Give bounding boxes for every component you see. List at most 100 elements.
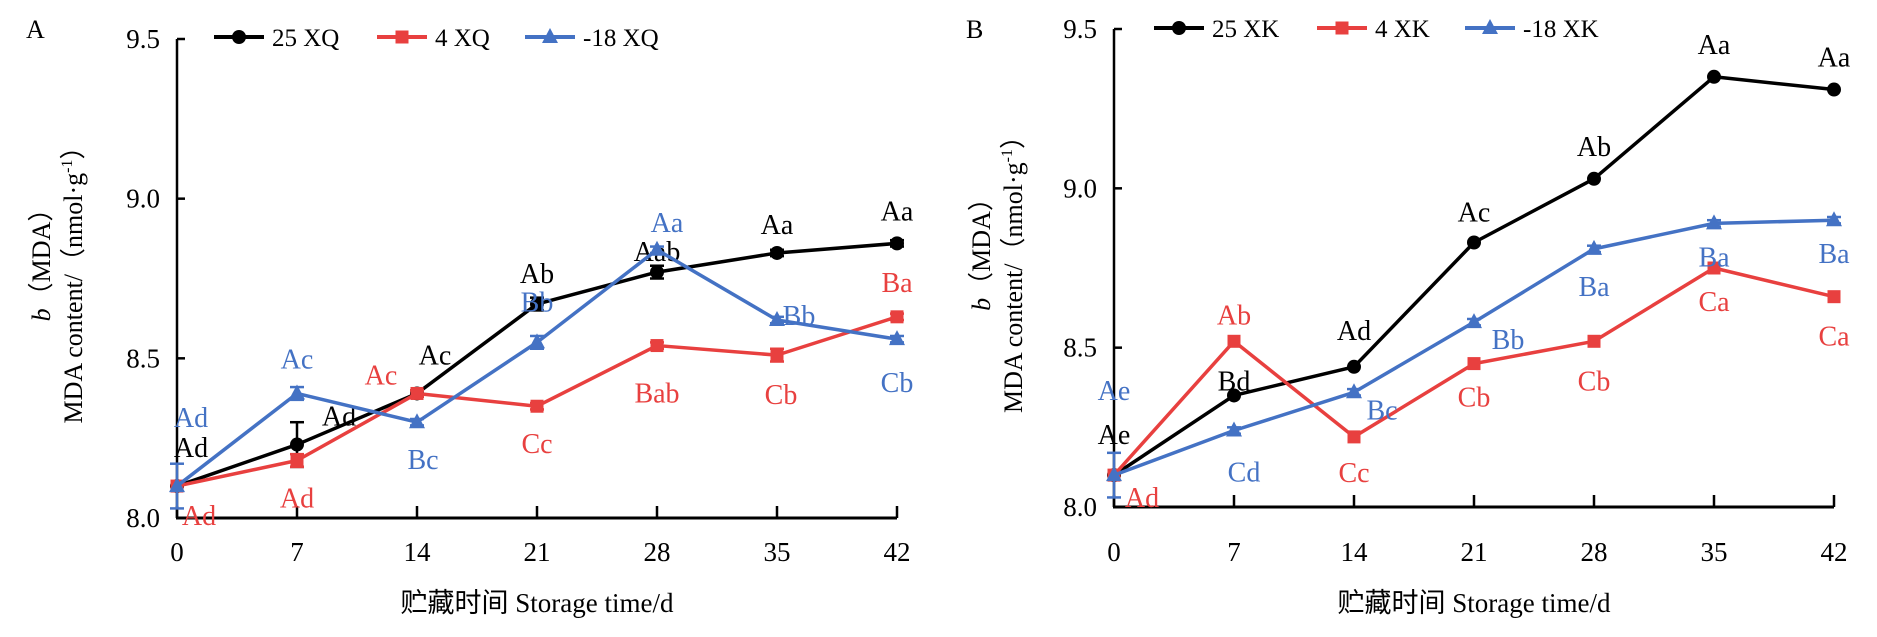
y-tick-label: 9.0 <box>126 184 160 214</box>
data-point <box>1226 421 1242 437</box>
significance-label: Ca <box>1818 322 1850 353</box>
series--18-xq: Ad Ac Bc Bb Aa Bb Cb <box>169 208 913 510</box>
data-point <box>169 477 185 493</box>
data-point <box>650 265 664 280</box>
data-point <box>289 384 305 400</box>
data-point <box>409 413 425 429</box>
significance-label: Ba <box>881 268 913 299</box>
legend-label: -18 XK <box>1523 16 1599 43</box>
significance-label: Ac <box>281 344 314 375</box>
x-tick-label: 0 <box>170 537 184 567</box>
x-tick-label: 28 <box>644 537 671 567</box>
significance-label: Ad <box>174 403 208 434</box>
data-point <box>1826 211 1842 227</box>
legend-marker <box>1172 21 1186 35</box>
data-point <box>1827 290 1841 304</box>
x-axis-title: 贮藏时间 Storage time/d <box>1338 588 1611 618</box>
x-tick-label: 21 <box>524 537 551 567</box>
panel-label-b: B <box>966 15 983 44</box>
data-point <box>1467 357 1481 371</box>
significance-label: Cb <box>1578 366 1611 397</box>
legend-label: 25 XK <box>1212 16 1279 43</box>
data-point <box>1587 171 1601 186</box>
panel-a: A b（MDA） MDA content/（nmol·g-1） 8.0 8.5 9.0… <box>26 15 914 618</box>
significance-label: Bb <box>1492 325 1525 356</box>
significance-label: Ad <box>174 433 208 464</box>
data-point <box>1346 383 1362 399</box>
significance-label: Cc <box>1338 458 1369 489</box>
significance-label: Ba <box>1698 242 1730 273</box>
legend-item: 4 XK <box>1317 16 1430 43</box>
legend-marker <box>395 30 409 44</box>
legend-item: 4 XQ <box>377 25 490 52</box>
series--18-xk: Ae Cd Bc Bb Ba Ba Ba <box>1098 211 1850 499</box>
legend-marker <box>1335 21 1349 35</box>
significance-label: Ad <box>182 501 216 532</box>
data-point <box>770 348 784 362</box>
series-25-xk: Ae Bd Ad Ac Ab Aa Aa <box>1098 30 1851 483</box>
significance-label: Cd <box>1228 458 1261 489</box>
x-tick-label: 14 <box>1341 537 1369 567</box>
significance-label: Ae <box>1098 376 1131 407</box>
axes: 8.0 8.5 9.0 9.5 0 7 14 21 28 35 42 <box>1063 14 1847 567</box>
x-tick-label: 21 <box>1461 537 1488 567</box>
significance-label: Bc <box>1366 395 1397 426</box>
legend-item: -18 XQ <box>525 25 659 52</box>
y-tick-label: 8.5 <box>126 343 160 373</box>
significance-label: Bb <box>783 301 816 332</box>
significance-label: Ab <box>1217 300 1251 331</box>
y-tick-label: 8.5 <box>1063 333 1097 363</box>
significance-label: Aa <box>651 208 684 239</box>
data-point <box>1106 466 1122 482</box>
data-point <box>889 330 905 346</box>
x-tick-label: 7 <box>1227 537 1241 567</box>
data-point <box>1227 388 1241 403</box>
y-tick-label: 9.5 <box>126 24 160 54</box>
significance-label: Aa <box>1698 30 1731 61</box>
significance-label: Ac <box>419 340 452 371</box>
series-line <box>1113 75 1835 477</box>
data-point <box>410 386 424 400</box>
data-point <box>650 339 664 353</box>
legend: 25 XQ 4 XQ -18 XQ <box>214 25 659 52</box>
significance-label: Ad <box>1125 483 1159 514</box>
data-point <box>1827 82 1841 97</box>
x-tick-label: 28 <box>1581 537 1608 567</box>
y-axis-title-line2: MDA content/（nmol·g-1） <box>59 134 88 424</box>
significance-label: Ba <box>1818 239 1850 270</box>
x-tick-label: 14 <box>404 537 432 567</box>
significance-label: Aa <box>881 196 914 227</box>
legend-item: -18 XK <box>1465 16 1599 43</box>
data-point <box>1347 359 1361 374</box>
data-point <box>649 240 665 256</box>
significance-label: Bc <box>407 445 438 476</box>
data-point <box>1707 261 1721 275</box>
x-tick-label: 42 <box>1821 537 1848 567</box>
data-point <box>890 236 904 251</box>
x-tick-label: 0 <box>1107 537 1121 567</box>
data-point <box>1706 214 1722 230</box>
legend-marker <box>542 28 558 43</box>
data-point <box>1347 430 1361 444</box>
significance-label: Ae <box>1098 420 1131 451</box>
data-point <box>1586 239 1602 255</box>
significance-label: Aa <box>1818 43 1851 74</box>
significance-label: Ba <box>1578 272 1610 303</box>
x-tick-label: 42 <box>884 537 911 567</box>
significance-label: Ca <box>1698 287 1730 318</box>
significance-label: Ac <box>1458 198 1491 229</box>
data-point <box>290 454 304 468</box>
y-tick-label: 9.0 <box>1063 173 1097 203</box>
y-tick-label: 8.0 <box>126 503 160 533</box>
data-point <box>770 245 784 260</box>
legend-marker <box>1482 19 1498 34</box>
legend-label: 4 XQ <box>435 25 490 52</box>
significance-label: Cb <box>765 380 798 411</box>
significance-label: Bb <box>521 287 554 318</box>
y-tick-label: 8.0 <box>1063 492 1097 522</box>
series-layer: Ae Bd Ad Ac Ab Aa Aa Ad Ab Cc Cb Cb Ca Ca Ae Cd Bc Bb Ba Ba… <box>1098 30 1851 514</box>
x-tick-label: 35 <box>764 537 791 567</box>
significance-label: Aa <box>761 210 794 241</box>
